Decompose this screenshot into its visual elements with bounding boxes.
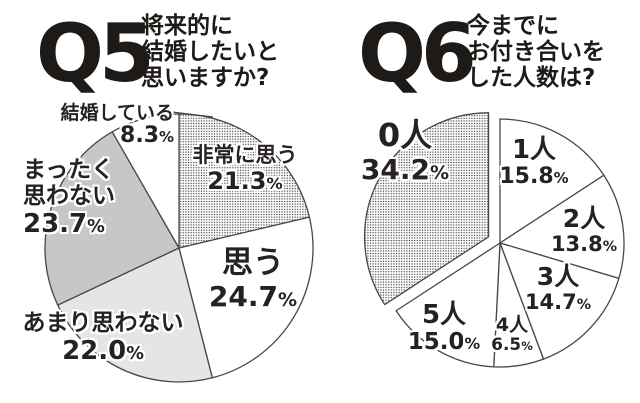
slice-value: 24.7% <box>208 279 298 313</box>
slice-label-hijouni-omou: 非常に思う 21.3% <box>182 143 308 195</box>
slice-label-mattaku-omowanai: まったく 思わない 23.7% <box>23 157 173 239</box>
q5-title-line: 将来的に <box>141 13 233 39</box>
slice-label-5nin: 5人 15.0% <box>398 300 490 356</box>
slice-value: 8.3% <box>120 123 174 149</box>
slice-name: 3人 <box>536 262 580 291</box>
slice-label-kekkon-shiteiru: 結婚している 8.3% <box>50 102 174 149</box>
slice-name: まったく <box>23 157 115 183</box>
pie-slice <box>363 112 490 306</box>
slice-name: 4人 <box>495 314 529 336</box>
slice-value: 15.0% <box>407 329 481 356</box>
q5-badge: Q5 <box>36 7 155 100</box>
pie-slice <box>499 118 605 244</box>
slice-value: 13.8% <box>550 232 618 256</box>
slice-label-2nin: 2人 13.8% <box>540 205 628 257</box>
slice-label-amari-omowanai: あまり思わない 22.0% <box>12 310 194 366</box>
slice-name: あまり思わない <box>22 310 184 336</box>
slice-label-4nin: 4人 6.5% <box>481 314 543 356</box>
slice-name: 結婚している <box>60 102 174 124</box>
slice-name: 1人 <box>511 135 557 165</box>
q5-title-line: 結婚したいと <box>141 39 279 65</box>
pie-slice <box>395 242 501 368</box>
q6-title-line: お付き合いを <box>467 39 605 65</box>
leader-line <box>171 111 214 118</box>
slice-label-0nin: 0人 34.2% <box>346 116 464 186</box>
pie-slice <box>178 216 314 379</box>
slice-value: 23.7% <box>23 208 105 239</box>
q6-title-line: 今までに <box>467 13 559 39</box>
slice-label-3nin: 3人 14.7% <box>514 263 602 315</box>
q5-title-line: 思いますか? <box>141 65 270 91</box>
slice-name: 0人 <box>377 116 433 154</box>
pie-slice <box>499 174 625 279</box>
slice-name: 非常に思う <box>192 143 298 167</box>
slice-name: 5人 <box>421 300 467 330</box>
slice-value: 21.3% <box>207 166 283 195</box>
slice-label-omou: 思う 24.7% <box>190 246 316 312</box>
q6-title-line: した人数は? <box>467 65 596 91</box>
q6-badge: Q6 <box>358 7 477 100</box>
slice-value: 6.5% <box>491 335 533 356</box>
pie-slice <box>499 242 620 360</box>
slice-value: 22.0% <box>62 335 144 366</box>
slice-value: 34.2% <box>360 152 450 186</box>
pie-slice <box>57 247 213 383</box>
q5-title: 将来的に 結婚したいと 思いますか? <box>141 13 279 91</box>
slice-value: 15.8% <box>499 164 569 190</box>
slice-label-1nin: 1人 15.8% <box>492 135 576 190</box>
pie-slice <box>111 113 180 249</box>
slice-name: 2人 <box>562 204 606 233</box>
pie-chart-q5 <box>44 111 314 383</box>
pie-chart-q6 <box>363 112 625 368</box>
slice-value: 14.7% <box>524 290 592 314</box>
slice-name: 思う <box>222 245 284 281</box>
pie-slice <box>44 131 180 306</box>
slice-name: 思わない <box>23 182 115 209</box>
q6-title: 今までに お付き合いを した人数は? <box>467 13 605 91</box>
